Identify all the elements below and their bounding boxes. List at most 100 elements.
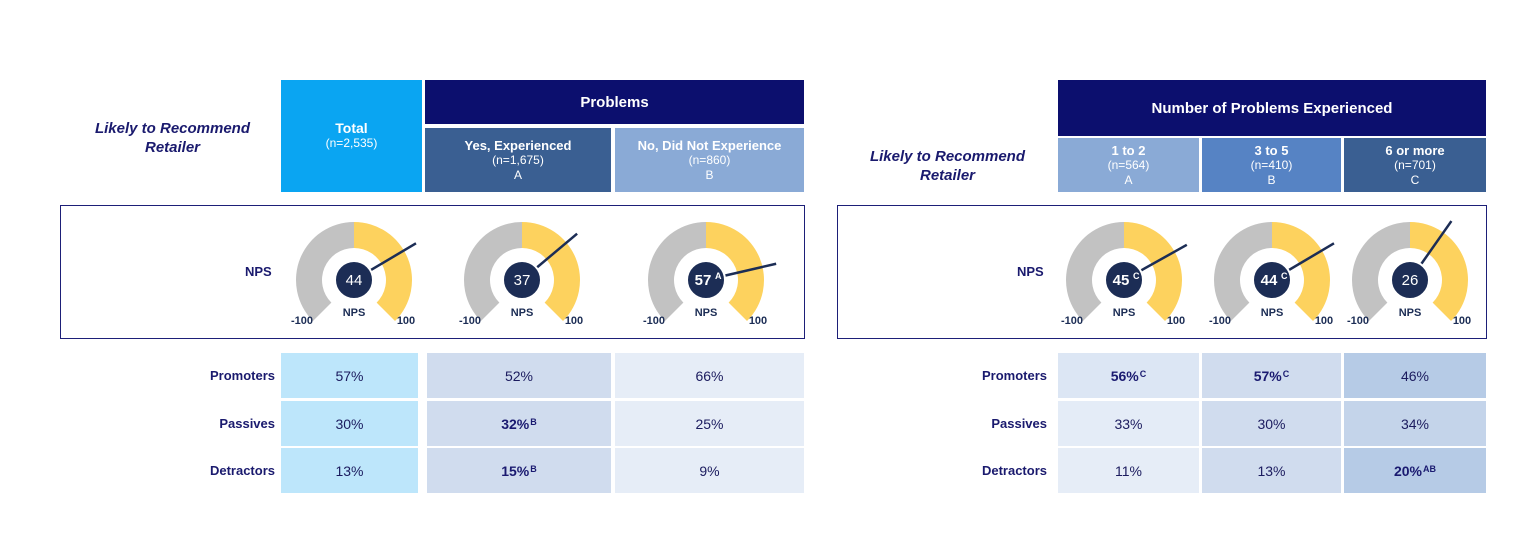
column-header-letter: B [1267, 172, 1276, 187]
gauge-gray-arc [648, 222, 706, 322]
column-header-no: No, Did Not Experience (n=860) B [615, 128, 804, 192]
gauge-gray-arc [1352, 222, 1410, 322]
left-nps-row-label: NPS [245, 264, 272, 279]
nps-gauge-3-to-5: 44 C NPS -100 100 [1209, 222, 1335, 327]
table-cell-passives: 34% [1344, 401, 1486, 446]
table-cell-passives: 30% [1202, 401, 1341, 446]
cell-value: 57% [335, 367, 364, 384]
table-cell-promoters: 56% C [1058, 353, 1199, 398]
column-header-title: Yes, Experienced [464, 137, 572, 153]
row-label-passives: Passives [991, 416, 1047, 431]
total-header-n: (n=2,535) [325, 136, 378, 150]
column-header-n: (n=564) [1107, 157, 1150, 172]
cell-value: 13% [1257, 462, 1286, 479]
nps-gauge-no: 57 A NPS -100 100 [643, 222, 777, 327]
gauge-max-label: 100 [565, 315, 583, 327]
left-nps-gauge-box [60, 205, 805, 339]
row-label-passives: Passives [219, 416, 275, 431]
gauge-center-disc [334, 260, 374, 300]
gauge-inner-label: NPS [1399, 307, 1422, 319]
cell-value: 57% [1253, 367, 1282, 384]
column-header-letter: A [1124, 172, 1133, 187]
row-label-promoters: Promoters [981, 368, 1047, 383]
column-header-title: 6 or more [1385, 142, 1445, 158]
gauge-gray-arc [464, 222, 522, 322]
gauge-yellow-arc [1272, 222, 1330, 322]
gauge-min-label: -100 [1347, 315, 1369, 327]
gauge-max-label: 100 [1315, 315, 1333, 327]
gauge-gray-arc [1214, 222, 1272, 322]
column-header-1-to-2: 1 to 2 (n=564) A [1058, 138, 1199, 192]
table-cell-promoters: 57% C [1202, 353, 1341, 398]
gauge-value: 37 [514, 272, 531, 289]
cell-value: 32% [501, 415, 530, 432]
row-label-detractors: Detractors [209, 463, 275, 478]
significance-marker: AB [1423, 463, 1437, 474]
cell-value: 30% [335, 415, 364, 432]
column-header-title: 1 to 2 [1111, 142, 1146, 158]
gauge-max-label: 100 [1167, 315, 1185, 327]
gauge-significance-marker: A [715, 271, 722, 281]
cell-value: 30% [1257, 415, 1286, 432]
gauge-min-label: -100 [1209, 315, 1231, 327]
significance-marker: C [1282, 368, 1290, 379]
table-cell-passives: 25% [615, 401, 804, 446]
table-cell-promoters: 46% [1344, 353, 1486, 398]
column-header-n: (n=701) [1394, 157, 1436, 172]
gauge-inner-label: NPS [511, 307, 534, 319]
gauge-yellow-arc [1410, 222, 1468, 322]
gauge-yellow-arc [522, 222, 580, 322]
gauge-inner-label: NPS [343, 307, 366, 319]
column-header-3-to-5: 3 to 5 (n=410) B [1202, 138, 1341, 192]
table-cell-detractors: 20% AB [1344, 448, 1486, 493]
table-cell-detractors: 11% [1058, 448, 1199, 493]
column-header-n: (n=410) [1250, 157, 1293, 172]
column-header-n: (n=1,675) [492, 152, 544, 167]
table-cell-promoters: 52% [427, 353, 611, 398]
gauge-center-disc [502, 260, 542, 300]
gauge-inner-label: NPS [695, 307, 718, 319]
column-header-letter: C [1410, 172, 1420, 187]
cell-value: 15% [501, 462, 530, 479]
total-header: Total (n=2,535) [281, 80, 422, 192]
right-side-title: Likely to Recommend Retailer [869, 148, 1026, 184]
num-problems-group-header: Number of Problems Experienced [1058, 80, 1486, 136]
table-cell-detractors: 13% [281, 448, 418, 493]
gauge-significance-marker: C [1281, 271, 1288, 281]
gauge-inner-label: NPS [1261, 307, 1284, 319]
gauge-yellow-arc [354, 222, 412, 322]
cell-value: 46% [1400, 367, 1430, 384]
cell-value: 11% [1115, 462, 1142, 479]
table-cell-passives: 30% [281, 401, 418, 446]
gauge-max-label: 100 [749, 315, 767, 327]
nps-gauge-1-to-2: 45 C NPS -100 100 [1061, 222, 1188, 327]
significance-marker: B [530, 463, 537, 474]
gauge-gray-arc [296, 222, 354, 322]
row-label-promoters: Promoters [209, 368, 275, 383]
gauge-min-label: -100 [643, 315, 665, 327]
table-cell-promoters: 66% [615, 353, 804, 398]
cell-value: 13% [335, 462, 364, 479]
significance-marker: C [1139, 368, 1147, 379]
total-header-title: Total [335, 120, 368, 136]
gauge-significance-marker: C [1133, 271, 1140, 281]
gauge-yellow-arc [1124, 222, 1182, 322]
right-nps-row-label: NPS [1017, 264, 1044, 279]
gauge-center-disc [686, 260, 726, 300]
cell-value: 56% [1110, 367, 1139, 384]
cell-value: 25% [695, 415, 724, 432]
gauge-min-label: -100 [459, 315, 481, 327]
cell-value: 34% [1400, 415, 1430, 432]
column-header-6-or-more: 6 or more (n=701) C [1344, 138, 1486, 192]
gauge-value: 44 [1261, 272, 1278, 289]
column-header-letter: B [705, 167, 714, 182]
table-cell-promoters: 57% [281, 353, 418, 398]
row-label-detractors: Detractors [981, 463, 1047, 478]
cell-value: 52% [504, 367, 534, 384]
gauge-yellow-arc [706, 222, 764, 322]
significance-marker: B [530, 416, 537, 427]
gauge-max-label: 100 [1453, 315, 1471, 327]
table-cell-detractors: 15% B [427, 448, 611, 493]
column-header-n: (n=860) [688, 152, 731, 167]
gauge-center-disc [1390, 260, 1430, 300]
